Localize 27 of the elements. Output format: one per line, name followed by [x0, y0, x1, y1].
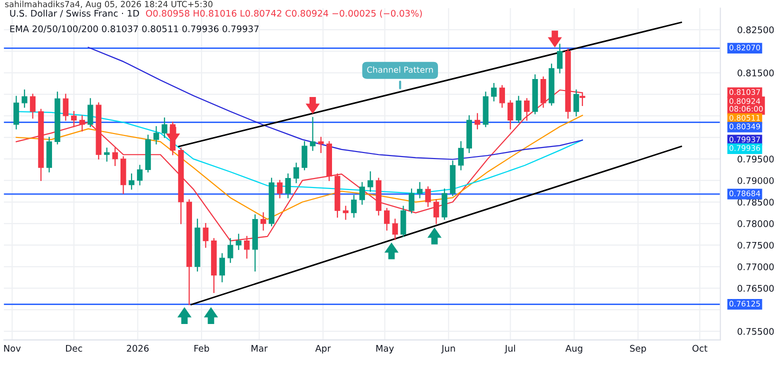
annotation: sahilmahadiks7a4, Aug 05, 2026 18:24 UTC+5:30 [5, 0, 212, 9]
x-tick-label: Apr [315, 345, 331, 354]
chart-title: U.S. Dollar / Swiss Franc · 1D [10, 10, 139, 18]
y-tick-label: 0.79500 [738, 156, 774, 162]
x-tick-label: Nov [4, 345, 21, 352]
x-tick-label: Mar [252, 345, 268, 352]
y-tick-label: 0.75500 [738, 328, 774, 335]
y-tick-label: 0.81500 [738, 70, 774, 76]
x-tick-label: Oct [692, 344, 708, 352]
x-tick-label: Jun [441, 345, 455, 354]
y-tick-label: 0.82500 [738, 26, 774, 34]
x-tick-label: Aug [565, 345, 582, 354]
y-tick-label: 0.78500 [738, 198, 774, 206]
text: EMA 20/50/100/200 0.81037 0.80511 0.79936 0.79937 [10, 25, 259, 33]
y-tick-label: 0.77500 [738, 242, 774, 249]
annotation: O0.80958 H0.81016 L0.80742 C0.80924 −0.00025 (−0.03%) [146, 10, 422, 18]
x-tick-label: Jul [504, 344, 515, 354]
annotation: Channel Pattern [367, 66, 433, 73]
y-tick-label: 0.78000 [738, 220, 774, 228]
y-tick-label: 0.79000 [738, 177, 774, 184]
x-tick-label: 2026 [126, 344, 149, 352]
x-tick-label: Dec [66, 345, 82, 352]
x-tick-label: May [376, 345, 394, 354]
y-tick-label: 0.76500 [738, 284, 774, 292]
x-tick-label: Sep [630, 344, 646, 354]
x-tick-label: Feb [194, 344, 210, 352]
y-tick-label: 0.77000 [738, 263, 774, 270]
